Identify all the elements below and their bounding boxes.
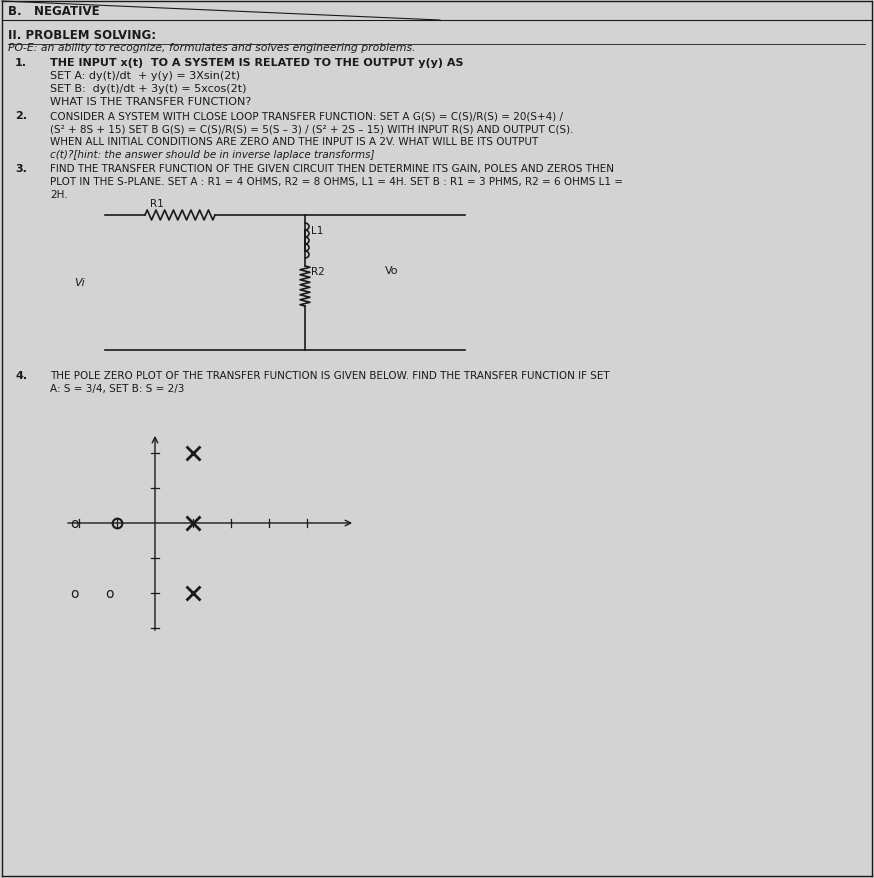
Text: R2: R2 — [311, 267, 325, 277]
Text: FIND THE TRANSFER FUNCTION OF THE GIVEN CIRCUIT THEN DETERMINE ITS GAIN, POLES A: FIND THE TRANSFER FUNCTION OF THE GIVEN … — [50, 164, 614, 174]
Text: 2H.: 2H. — [50, 190, 67, 200]
Text: 3.: 3. — [15, 164, 27, 174]
Text: L1: L1 — [311, 226, 323, 235]
Text: 1.: 1. — [15, 58, 27, 68]
Text: R1: R1 — [150, 198, 163, 209]
Text: B.   NEGATIVE: B. NEGATIVE — [8, 5, 100, 18]
Text: (S² + 8S + 15) SET B G(S) = C(S)/R(S) = 5(S – 3) / (S² + 2S – 15) WITH INPUT R(S: (S² + 8S + 15) SET B G(S) = C(S)/R(S) = … — [50, 124, 573, 133]
Text: Vo: Vo — [385, 266, 399, 276]
Text: 2.: 2. — [15, 111, 27, 121]
Text: c(t)?[hint: the answer should be in inverse laplace transforms]: c(t)?[hint: the answer should be in inve… — [50, 150, 374, 160]
Text: SET B:  dy(t)/dt + 3y(t) = 5xcos(2t): SET B: dy(t)/dt + 3y(t) = 5xcos(2t) — [50, 84, 246, 94]
Text: o: o — [70, 587, 79, 601]
Text: PO-E: an ability to recognize, formulates and solves engineering problems.: PO-E: an ability to recognize, formulate… — [8, 43, 416, 53]
Text: CONSIDER A SYSTEM WITH CLOSE LOOP TRANSFER FUNCTION: SET A G(S) = C(S)/R(S) = 20: CONSIDER A SYSTEM WITH CLOSE LOOP TRANSF… — [50, 111, 563, 121]
Text: o: o — [105, 587, 114, 601]
Text: PLOT IN THE S-PLANE. SET A : R1 = 4 OHMS, R2 = 8 OHMS, L1 = 4H. SET B : R1 = 3 P: PLOT IN THE S-PLANE. SET A : R1 = 4 OHMS… — [50, 176, 623, 187]
Text: Vi: Vi — [74, 278, 85, 288]
Text: o: o — [70, 516, 79, 530]
Text: WHAT IS THE TRANSFER FUNCTION?: WHAT IS THE TRANSFER FUNCTION? — [50, 97, 251, 107]
Text: SET A: dy(t)/dt  + y(y) = 3Xsin(2t): SET A: dy(t)/dt + y(y) = 3Xsin(2t) — [50, 71, 240, 81]
Text: A: S = 3/4, SET B: S = 2/3: A: S = 3/4, SET B: S = 2/3 — [50, 384, 184, 393]
Text: THE POLE ZERO PLOT OF THE TRANSFER FUNCTION IS GIVEN BELOW. FIND THE TRANSFER FU: THE POLE ZERO PLOT OF THE TRANSFER FUNCT… — [50, 371, 610, 380]
Text: II. PROBLEM SOLVING:: II. PROBLEM SOLVING: — [8, 29, 156, 42]
Text: THE INPUT x(t)  TO A SYSTEM IS RELATED TO THE OUTPUT y(y) AS: THE INPUT x(t) TO A SYSTEM IS RELATED TO… — [50, 58, 463, 68]
Text: WHEN ALL INITIAL CONDITIONS ARE ZERO AND THE INPUT IS A 2V. WHAT WILL BE ITS OUT: WHEN ALL INITIAL CONDITIONS ARE ZERO AND… — [50, 137, 538, 147]
Text: 4.: 4. — [15, 371, 27, 380]
